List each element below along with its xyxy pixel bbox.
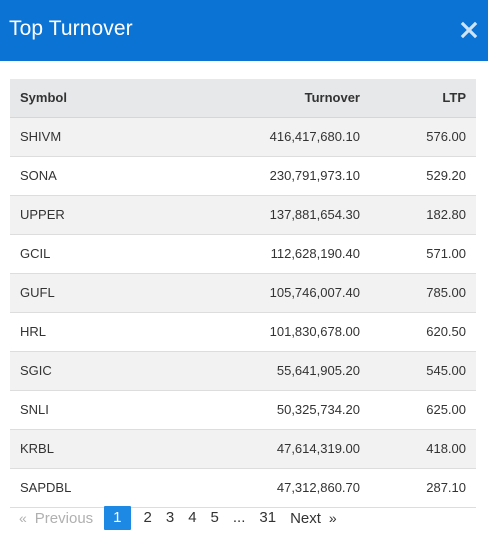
table-row[interactable]: SHIVM 416,417,680.10 576.00: [10, 117, 476, 157]
cell-turnover: 137,881,654.30: [190, 195, 370, 235]
cell-symbol: SONA: [10, 156, 190, 196]
next-label: Next: [290, 509, 321, 527]
chevron-right-icon: »: [328, 509, 337, 526]
cell-turnover: 101,830,678.00: [190, 312, 370, 352]
table-row[interactable]: GUFL 105,746,007.40 785.00: [10, 273, 476, 313]
page-button-31[interactable]: 31: [259, 509, 277, 526]
cell-turnover: 416,417,680.10: [190, 117, 370, 157]
modal-header: Top Turnover: [0, 0, 488, 61]
cell-ltp: 182.80: [370, 195, 476, 235]
cell-turnover: 105,746,007.40: [190, 273, 370, 313]
previous-label: Previous: [34, 509, 94, 527]
table-row[interactable]: GCIL 112,628,190.40 571.00: [10, 234, 476, 274]
cell-turnover: 47,312,860.70: [190, 468, 370, 508]
cell-ltp: 625.00: [370, 390, 476, 430]
cell-symbol: SGIC: [10, 351, 190, 391]
cell-symbol: SNLI: [10, 390, 190, 430]
cell-ltp: 785.00: [370, 273, 476, 313]
turnover-table: Symbol Turnover LTP SHIVM 416,417,680.10…: [10, 79, 476, 508]
modal-title: Top Turnover: [9, 17, 133, 40]
cell-ltp: 545.00: [370, 351, 476, 391]
pagination-ellipsis: ...: [232, 509, 246, 526]
chevron-left-icon: «: [19, 509, 27, 526]
cell-symbol: UPPER: [10, 195, 190, 235]
cell-turnover: 50,325,734.20: [190, 390, 370, 430]
table-header-row: Symbol Turnover LTP: [10, 79, 476, 118]
cell-symbol: SAPDBL: [10, 468, 190, 508]
table-row[interactable]: HRL 101,830,678.00 620.50: [10, 312, 476, 352]
cell-ltp: 571.00: [370, 234, 476, 274]
turnover-table-container: Symbol Turnover LTP SHIVM 416,417,680.10…: [10, 79, 476, 508]
page-button-2[interactable]: 2: [143, 509, 152, 526]
cell-ltp: 620.50: [370, 312, 476, 352]
cell-turnover: 112,628,190.40: [190, 234, 370, 274]
page-button-5[interactable]: 5: [210, 509, 219, 526]
cell-turnover: 47,614,319.00: [190, 429, 370, 469]
column-header-ltp[interactable]: LTP: [370, 79, 476, 118]
page-button-3[interactable]: 3: [165, 509, 175, 526]
table-row[interactable]: SNLI 50,325,734.20 625.00: [10, 390, 476, 430]
cell-ltp: 418.00: [370, 429, 476, 469]
cell-turnover: 55,641,905.20: [190, 351, 370, 391]
cell-symbol: HRL: [10, 312, 190, 352]
cell-ltp: 287.10: [370, 468, 476, 508]
page-button-1[interactable]: 1: [104, 506, 131, 530]
table-row[interactable]: SAPDBL 47,312,860.70 287.10: [10, 468, 476, 508]
close-icon[interactable]: [460, 20, 478, 40]
next-page-button[interactable]: Next »: [283, 506, 344, 531]
pagination: « Previous 1 2 3 4 5 ... 31 Next »: [10, 506, 344, 530]
cell-ltp: 576.00: [370, 117, 476, 157]
previous-page-button[interactable]: « Previous: [10, 506, 100, 531]
table-row[interactable]: UPPER 137,881,654.30 182.80: [10, 195, 476, 235]
cell-symbol: GCIL: [10, 234, 190, 274]
cell-symbol: KRBL: [10, 429, 190, 469]
table-row[interactable]: KRBL 47,614,319.00 418.00: [10, 429, 476, 469]
column-header-turnover[interactable]: Turnover: [190, 79, 370, 118]
cell-symbol: SHIVM: [10, 117, 190, 157]
column-header-symbol[interactable]: Symbol: [10, 79, 190, 118]
table-row[interactable]: SONA 230,791,973.10 529.20: [10, 156, 476, 196]
cell-turnover: 230,791,973.10: [190, 156, 370, 196]
page-button-4[interactable]: 4: [188, 509, 197, 526]
cell-symbol: GUFL: [10, 273, 190, 313]
cell-ltp: 529.20: [370, 156, 476, 196]
table-row[interactable]: SGIC 55,641,905.20 545.00: [10, 351, 476, 391]
